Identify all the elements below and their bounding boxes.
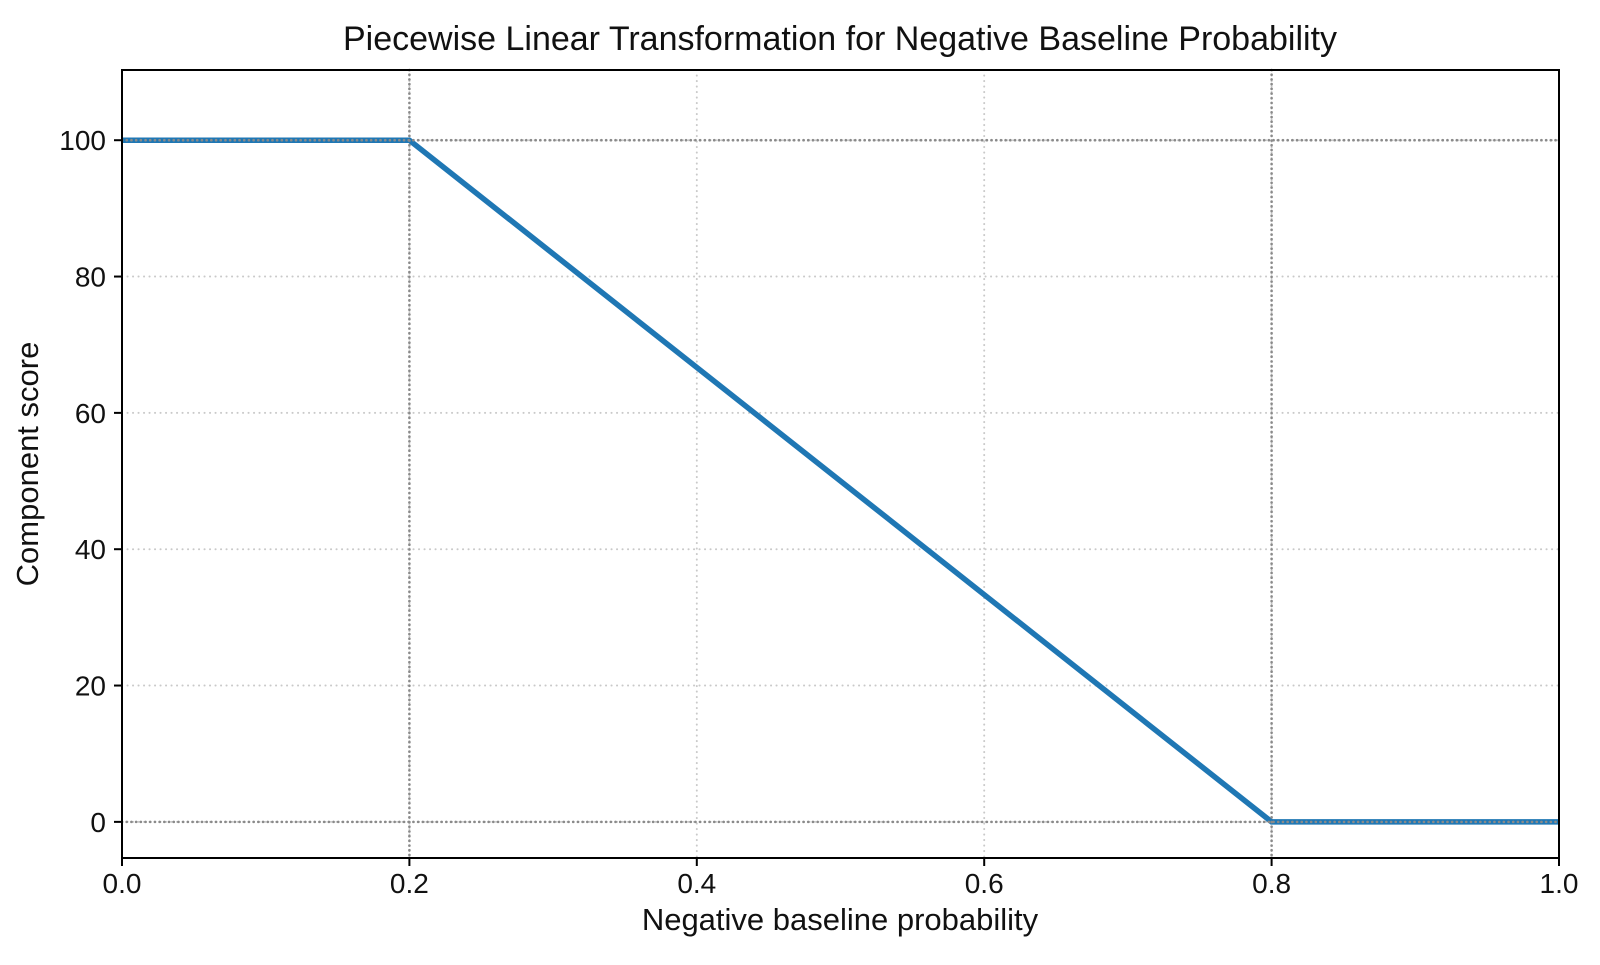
reference-lines (120, 68, 1561, 860)
series-lines (122, 137, 1559, 825)
y-tick-label: 0 (90, 807, 106, 838)
x-tick-label: 0.8 (1252, 868, 1291, 899)
y-axis-label: Component score (10, 342, 45, 587)
x-tick-label: 0.2 (390, 868, 429, 899)
x-tick-label: 0.0 (103, 868, 142, 899)
chart-title: Piecewise Linear Transformation for Nega… (343, 20, 1337, 58)
x-tick-label: 0.4 (677, 868, 716, 899)
x-tick-label: 1.0 (1540, 868, 1579, 899)
series-line (122, 137, 1559, 825)
y-tick-label: 20 (75, 671, 106, 702)
x-axis-label: Negative baseline probability (642, 902, 1039, 937)
y-tick-label: 60 (75, 398, 106, 429)
gridlines (121, 69, 1560, 859)
y-tick-label: 80 (75, 262, 106, 293)
x-axis-ticks: 0.0 0.2 0.4 0.6 0.8 1.0 (103, 858, 1579, 899)
y-tick-label: 100 (59, 125, 106, 156)
x-tick-label: 0.6 (965, 868, 1004, 899)
y-tick-label: 40 (75, 534, 106, 565)
plot-border (121, 69, 1560, 859)
y-axis-ticks: 0 20 40 60 80 100 (59, 125, 122, 838)
